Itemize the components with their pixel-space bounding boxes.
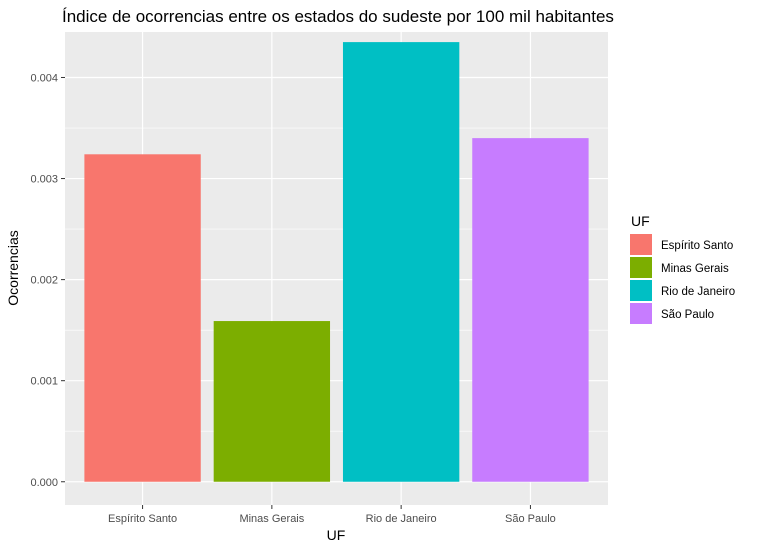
bars — [84, 42, 589, 482]
x-axis-title: UF — [327, 527, 346, 543]
legend-key — [630, 303, 652, 324]
legend-key — [630, 257, 652, 278]
legend-label: Espírito Santo — [661, 240, 733, 252]
legend-label: Rio de Janeiro — [661, 286, 735, 298]
bar — [213, 321, 331, 482]
x-tick-label: São Paulo — [505, 513, 556, 525]
y-axis-title: Ocorrencias — [5, 230, 21, 305]
chart-title: Índice de ocorrencias entre os estados d… — [62, 7, 614, 26]
x-tick-label: Minas Gerais — [239, 513, 304, 525]
y-tick-label: 0.000 — [30, 477, 58, 489]
legend-key — [630, 280, 652, 301]
y-tick-label: 0.004 — [30, 72, 58, 84]
legend-title: UF — [631, 213, 650, 229]
y-tick-label: 0.001 — [30, 376, 58, 388]
x-tick-label: Rio de Janeiro — [366, 513, 437, 525]
y-tick-label: 0.003 — [30, 174, 58, 186]
y-tick-label: 0.002 — [30, 275, 58, 287]
y-axis-ticks: 0.000 0.001 0.002 0.003 0.004 — [30, 72, 65, 489]
bar — [472, 138, 589, 482]
x-axis-ticks: Espírito Santo Minas Gerais Rio de Janeiro… — [108, 505, 556, 525]
legend-label: Minas Gerais — [661, 263, 729, 275]
legend-label: São Paulo — [661, 309, 714, 321]
bar — [342, 42, 460, 482]
bar — [84, 154, 201, 482]
x-tick-label: Espírito Santo — [108, 513, 177, 525]
legend: UF Espírito Santo Minas Gerais Rio de Jane… — [630, 213, 735, 324]
legend-key — [630, 234, 652, 255]
